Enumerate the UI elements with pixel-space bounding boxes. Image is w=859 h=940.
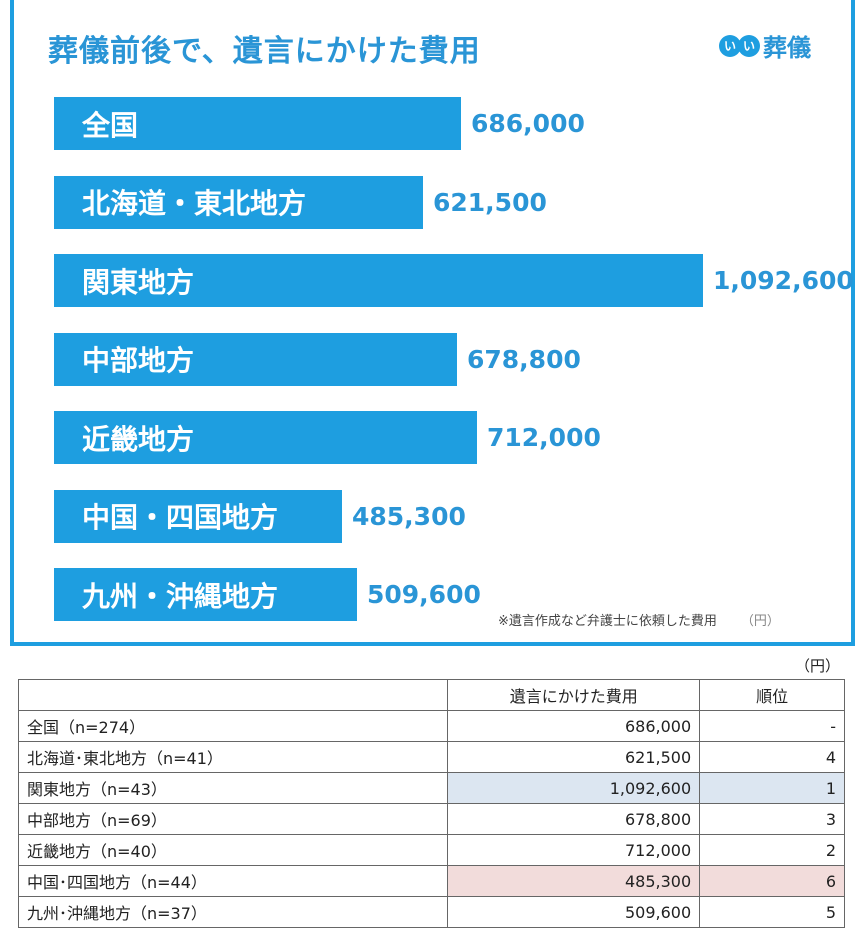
cell-cost: 1,092,600	[447, 772, 701, 804]
chart-note: ※遺言作成など弁護士に依頼した費用 （円）	[498, 610, 780, 629]
bar-row: 関東地方 1,092,600	[54, 254, 854, 307]
bar-row: 全国 686,000	[54, 97, 585, 150]
bar: 全国	[54, 97, 461, 150]
cell-region: 中部地方（n=69）	[17, 803, 449, 835]
header-rank: 順位	[699, 679, 845, 711]
cell-region: 全国（n=274）	[17, 710, 449, 742]
cell-rank: 4	[699, 741, 845, 773]
table-header-row: 遺言にかけた費用 順位	[17, 679, 845, 711]
data-table: 遺言にかけた費用 順位 全国（n=274） 686,000- 北海道･東北地方（n…	[17, 679, 845, 928]
table-unit: （円）	[795, 657, 841, 675]
bar: 中国・四国地方	[54, 489, 342, 543]
cell-cost: 678,800	[447, 803, 701, 835]
bar-row: 九州・沖縄地方 509,600	[54, 568, 481, 621]
table-row: 九州･沖縄地方（n=37） 509,600 5	[17, 896, 845, 928]
bar-value-label: 686,000	[471, 109, 585, 138]
cell-rank: 3	[699, 803, 845, 835]
brand-logo: い い 葬儀	[719, 28, 811, 63]
cell-cost: 485,300	[447, 865, 701, 897]
table-row: 関東地方（n=43） 1,092,600 1	[17, 772, 845, 804]
bar-value-label: 1,092,600	[713, 266, 854, 295]
cell-rank: 5	[699, 896, 845, 928]
cell-region: 九州･沖縄地方（n=37）	[17, 896, 449, 928]
cell-rank: -	[699, 710, 845, 742]
table-row: 中国･四国地方（n=44） 485,300 6	[17, 865, 845, 897]
bar-row: 中国・四国地方 485,300	[54, 489, 466, 543]
logo-dot-icon: い	[719, 34, 741, 57]
note-unit: （円）	[740, 614, 780, 629]
cell-region: 中国･四国地方（n=44）	[17, 865, 449, 897]
bar-row: 北海道・東北地方 621,500	[54, 175, 547, 229]
cell-cost: 621,500	[447, 741, 701, 773]
cell-cost: 712,000	[447, 834, 701, 866]
bar-value-label: 621,500	[433, 187, 547, 217]
bar-value-label: 485,300	[352, 501, 466, 531]
cell-rank: 6	[699, 865, 845, 897]
table-row: 北海道･東北地方（n=41） 621,500 4	[17, 741, 845, 773]
bar: 中部地方	[54, 332, 457, 386]
table-row: 全国（n=274） 686,000-	[17, 710, 845, 742]
cell-cost: 509,600	[447, 896, 701, 928]
bar-row: 近畿地方 712,000	[54, 411, 601, 464]
cell-rank: 1	[699, 772, 845, 804]
cell-region: 北海道･東北地方（n=41）	[17, 741, 449, 773]
table-row: 近畿地方（n=40） 712,000 2	[17, 834, 845, 866]
cell-region: 近畿地方（n=40）	[17, 834, 449, 866]
cell-rank: 2	[699, 834, 845, 866]
logo-dot-icon: い	[738, 34, 760, 57]
bar-value-label: 712,000	[487, 423, 601, 452]
note-text: ※遺言作成など弁護士に依頼した費用	[498, 614, 717, 629]
table-row: 中部地方（n=69） 678,800 3	[17, 803, 845, 835]
cell-region: 関東地方（n=43）	[17, 772, 449, 804]
bar: 北海道・東北地方	[54, 175, 423, 229]
cell-cost: 686,000	[447, 710, 701, 742]
bar-row: 中部地方 678,800	[54, 332, 581, 386]
bar: 関東地方	[54, 254, 703, 307]
header-cost: 遺言にかけた費用	[447, 679, 701, 711]
bar: 近畿地方	[54, 411, 477, 464]
bar-value-label: 509,600	[367, 580, 481, 609]
header-region	[17, 679, 449, 711]
bar: 九州・沖縄地方	[54, 568, 357, 621]
bar-value-label: 678,800	[467, 344, 581, 374]
logo-text: 葬儀	[763, 34, 811, 62]
chart-title: 葬儀前後で、遺言にかけた費用	[48, 34, 481, 69]
